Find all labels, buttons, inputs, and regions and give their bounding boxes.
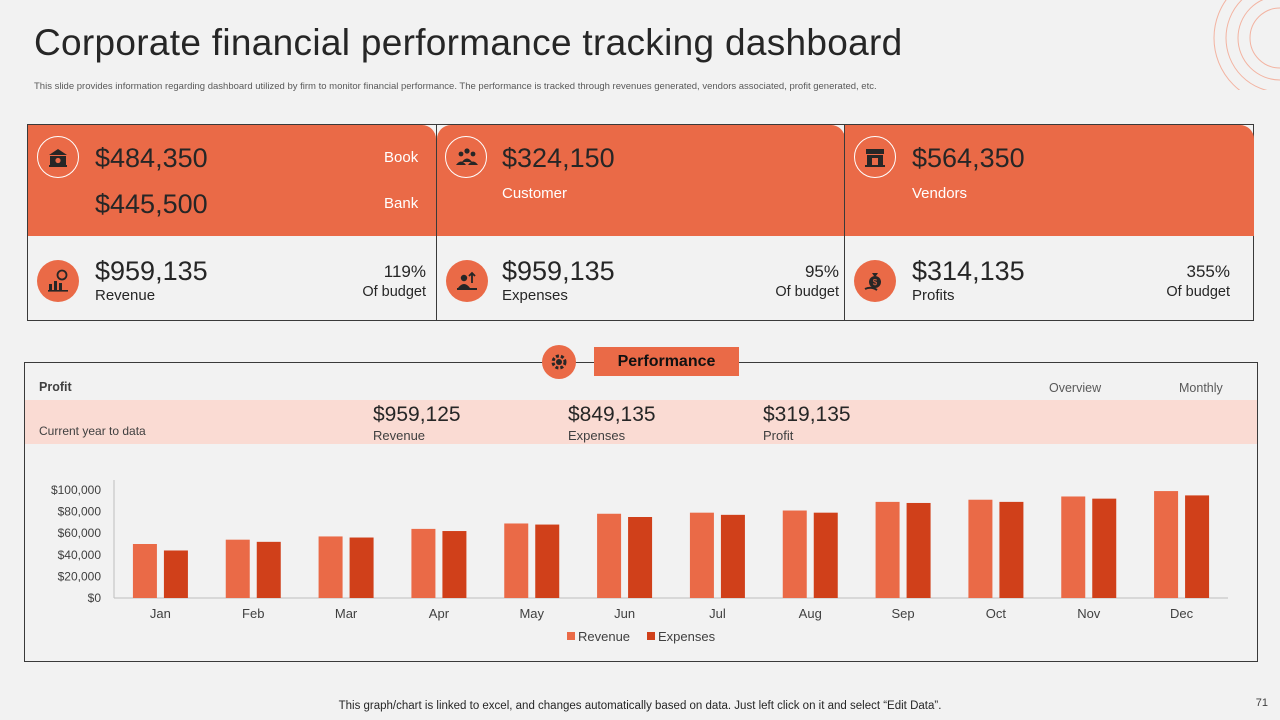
y-tick-label: $20,000 — [58, 569, 102, 583]
bar-revenue-jan — [132, 544, 157, 598]
overview-tab[interactable]: Overview — [1049, 381, 1102, 395]
expenses-budget-label: Of budget — [775, 284, 839, 300]
y-tick-label: $40,000 — [58, 548, 102, 562]
bar-expenses-aug — [813, 512, 838, 598]
customer-label: Customer — [502, 185, 568, 202]
y-tick-label: $60,000 — [58, 526, 102, 540]
bank-value: $445,500 — [95, 189, 208, 219]
book-value: $484,350 — [95, 143, 208, 173]
summary-expenses-label: Expenses — [568, 428, 626, 443]
monthly-tab[interactable]: Monthly — [1179, 381, 1223, 395]
kpi-col-book-bank: $484,350 Book $445,500 Bank $959,135 Rev… — [28, 125, 436, 320]
x-tick-label: Apr — [429, 606, 450, 621]
bar-expenses-jun — [628, 517, 653, 598]
bar-revenue-aug — [782, 510, 807, 598]
expenses-value: $959,135 — [502, 256, 615, 286]
summary-expenses-value: $849,135 — [568, 403, 656, 426]
bar-revenue-oct — [968, 499, 993, 598]
kpi-panel: $484,350 Book $445,500 Bank $959,135 Rev… — [27, 124, 1254, 321]
profits-budget-pct: 355% — [1186, 262, 1230, 281]
bar-revenue-jun — [597, 513, 622, 598]
book-label: Book — [384, 149, 419, 166]
summary-profit-value: $319,135 — [763, 403, 851, 426]
profit-label: Profit — [39, 380, 72, 394]
profits-value: $314,135 — [912, 256, 1025, 286]
bar-revenue-may — [504, 523, 529, 598]
y-tick-label: $0 — [88, 591, 102, 605]
x-tick-label: Feb — [242, 606, 264, 621]
x-tick-label: Mar — [335, 606, 358, 621]
revenue-label: Revenue — [95, 287, 156, 304]
footer-note: This graph/chart is linked to excel, and… — [338, 700, 942, 712]
x-tick-label: Nov — [1077, 606, 1101, 621]
kpi-top-band — [28, 125, 436, 236]
bar-expenses-mar — [349, 537, 374, 598]
bar-revenue-sep — [875, 501, 900, 598]
vendors-label: Vendors — [912, 185, 968, 202]
summary-profit-label: Profit — [763, 428, 794, 443]
page-number: 71 — [1255, 697, 1268, 709]
bar-revenue-mar — [318, 536, 343, 598]
kpi-top-band — [437, 125, 845, 236]
bar-expenses-sep — [906, 502, 931, 598]
page-subtitle: This slide provides information regardin… — [34, 81, 877, 92]
x-tick-label: Jun — [614, 606, 635, 621]
bar-expenses-apr — [442, 531, 467, 598]
revenue-growth-icon — [37, 260, 79, 302]
revenue-budget-pct: 119% — [383, 262, 426, 281]
y-tick-label: $80,000 — [58, 505, 102, 519]
bar-expenses-jan — [163, 550, 188, 598]
legend-label-expenses: Expenses — [658, 629, 716, 644]
y-tick-label: $100,000 — [51, 483, 101, 497]
current-year-band — [25, 400, 1257, 444]
store-icon — [854, 136, 896, 178]
revenue-expenses-chart: $100,000 $80,000 $60,000 $40,000 $20,000 $0 Ja… — [51, 480, 1228, 644]
profits-label: Profits — [912, 287, 955, 304]
bar-revenue-feb — [225, 539, 250, 598]
x-tick-label: Oct — [986, 606, 1007, 621]
revenue-budget-label: Of budget — [362, 284, 426, 300]
current-year-label: Current year to data — [39, 424, 146, 438]
bar-expenses-dec — [1185, 495, 1210, 598]
bar-revenue-jul — [689, 512, 714, 598]
x-tick-label: Jan — [150, 606, 171, 621]
x-tick-label: Aug — [799, 606, 822, 621]
page-title: Corporate financial performance tracking… — [34, 22, 903, 63]
legend-swatch-revenue — [567, 632, 575, 640]
x-tick-label: Sep — [892, 606, 915, 621]
expenses-icon — [446, 260, 488, 302]
profits-budget-label: Of budget — [1166, 284, 1230, 300]
summary-revenue-value: $959,125 — [373, 403, 461, 426]
customers-icon — [445, 136, 487, 178]
bar-expenses-may — [535, 524, 560, 598]
bank-icon — [37, 136, 79, 178]
kpi-col-customer: $324,150 Customer $959,135 Expenses 95% … — [436, 125, 845, 320]
gear-icon — [542, 345, 576, 379]
bar-expenses-nov — [1092, 498, 1117, 598]
vendors-value: $564,350 — [912, 143, 1025, 173]
bar-expenses-oct — [999, 501, 1024, 598]
expenses-label: Expenses — [502, 287, 568, 304]
bank-label: Bank — [384, 195, 419, 212]
bar-revenue-apr — [411, 528, 436, 598]
performance-badge: Performance — [594, 347, 739, 376]
x-tick-label: Jul — [709, 606, 726, 621]
decorative-circles — [1213, 0, 1280, 90]
kpi-top-band — [845, 125, 1254, 236]
money-bag-icon: $ — [854, 260, 896, 302]
customer-value: $324,150 — [502, 143, 615, 173]
x-tick-label: May — [519, 606, 544, 621]
expenses-budget-pct: 95% — [804, 262, 839, 281]
kpi-col-vendors: $564,350 Vendors $ $314,135 Profits 355%… — [844, 125, 1254, 320]
revenue-value: $959,135 — [95, 256, 208, 286]
bar-expenses-jul — [720, 514, 745, 598]
bar-expenses-feb — [256, 541, 281, 598]
x-tick-label: Dec — [1170, 606, 1194, 621]
legend-label-revenue: Revenue — [578, 629, 630, 644]
svg-text:$: $ — [873, 278, 878, 287]
legend-swatch-expenses — [647, 632, 655, 640]
bar-revenue-dec — [1154, 491, 1179, 598]
bar-revenue-nov — [1061, 496, 1086, 598]
summary-revenue-label: Revenue — [373, 428, 426, 443]
